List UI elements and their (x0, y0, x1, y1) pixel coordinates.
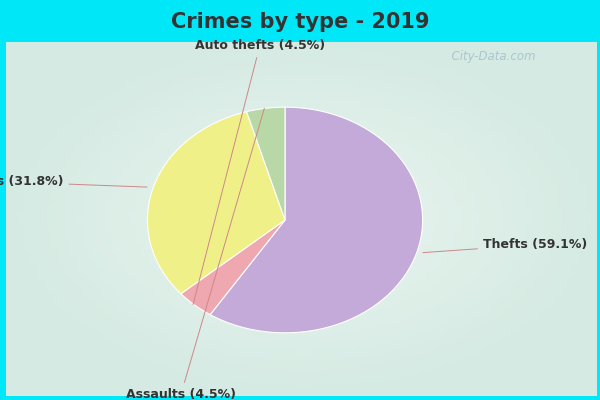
Wedge shape (148, 112, 285, 294)
Wedge shape (247, 107, 285, 220)
Wedge shape (210, 107, 422, 333)
Wedge shape (181, 220, 285, 315)
Text: Assaults (4.5%): Assaults (4.5%) (126, 108, 265, 400)
Text: Crimes by type - 2019: Crimes by type - 2019 (171, 12, 429, 32)
Text: Auto thefts (4.5%): Auto thefts (4.5%) (193, 39, 325, 304)
Text: City-Data.com: City-Data.com (444, 50, 536, 63)
Text: Thefts (59.1%): Thefts (59.1%) (423, 238, 587, 253)
Text: Burglaries (31.8%): Burglaries (31.8%) (0, 175, 147, 188)
